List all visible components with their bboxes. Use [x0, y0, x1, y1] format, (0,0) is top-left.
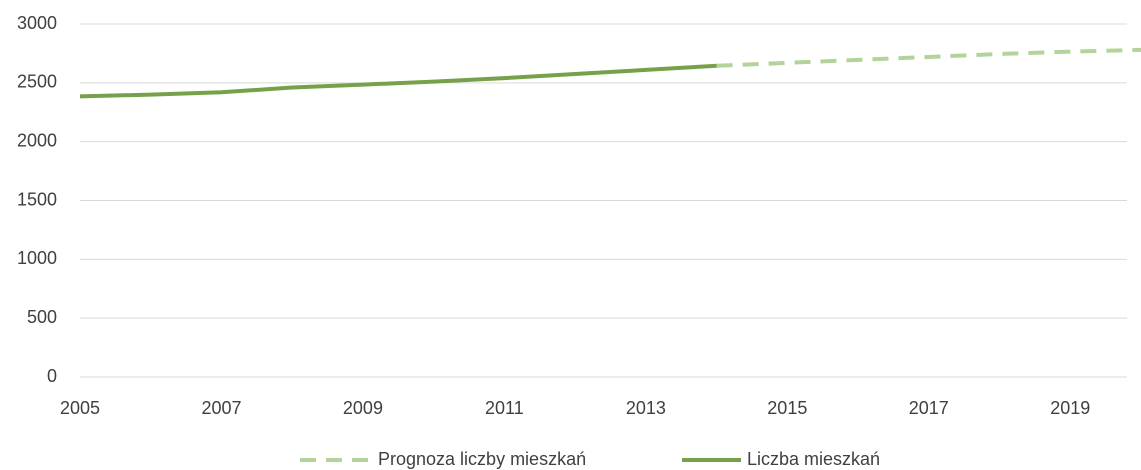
data-line [716, 47, 1141, 68]
x-tick-label: 2005 [60, 398, 100, 418]
y-tick-label: 1500 [17, 189, 57, 209]
x-tick-label: 2013 [626, 398, 666, 418]
x-tick-label: 2011 [485, 398, 524, 418]
data-line [79, 63, 717, 99]
legend-label: Liczba mieszkań [747, 449, 880, 469]
y-tick-label: 3000 [17, 13, 57, 33]
y-tick-label: 2500 [17, 72, 57, 92]
y-tick-label: 500 [27, 307, 57, 327]
y-tick-label: 2000 [17, 130, 57, 150]
x-tick-label: 2017 [909, 398, 949, 418]
x-tick-label: 2009 [343, 398, 383, 418]
x-tick-label: 2019 [1050, 398, 1090, 418]
y-tick-label: 0 [47, 366, 57, 386]
legend-label: Prognoza liczby mieszkań [378, 449, 586, 469]
x-tick-label: 2015 [767, 398, 807, 418]
x-tick-label: 2007 [201, 398, 241, 418]
y-tick-label: 1000 [17, 248, 57, 268]
